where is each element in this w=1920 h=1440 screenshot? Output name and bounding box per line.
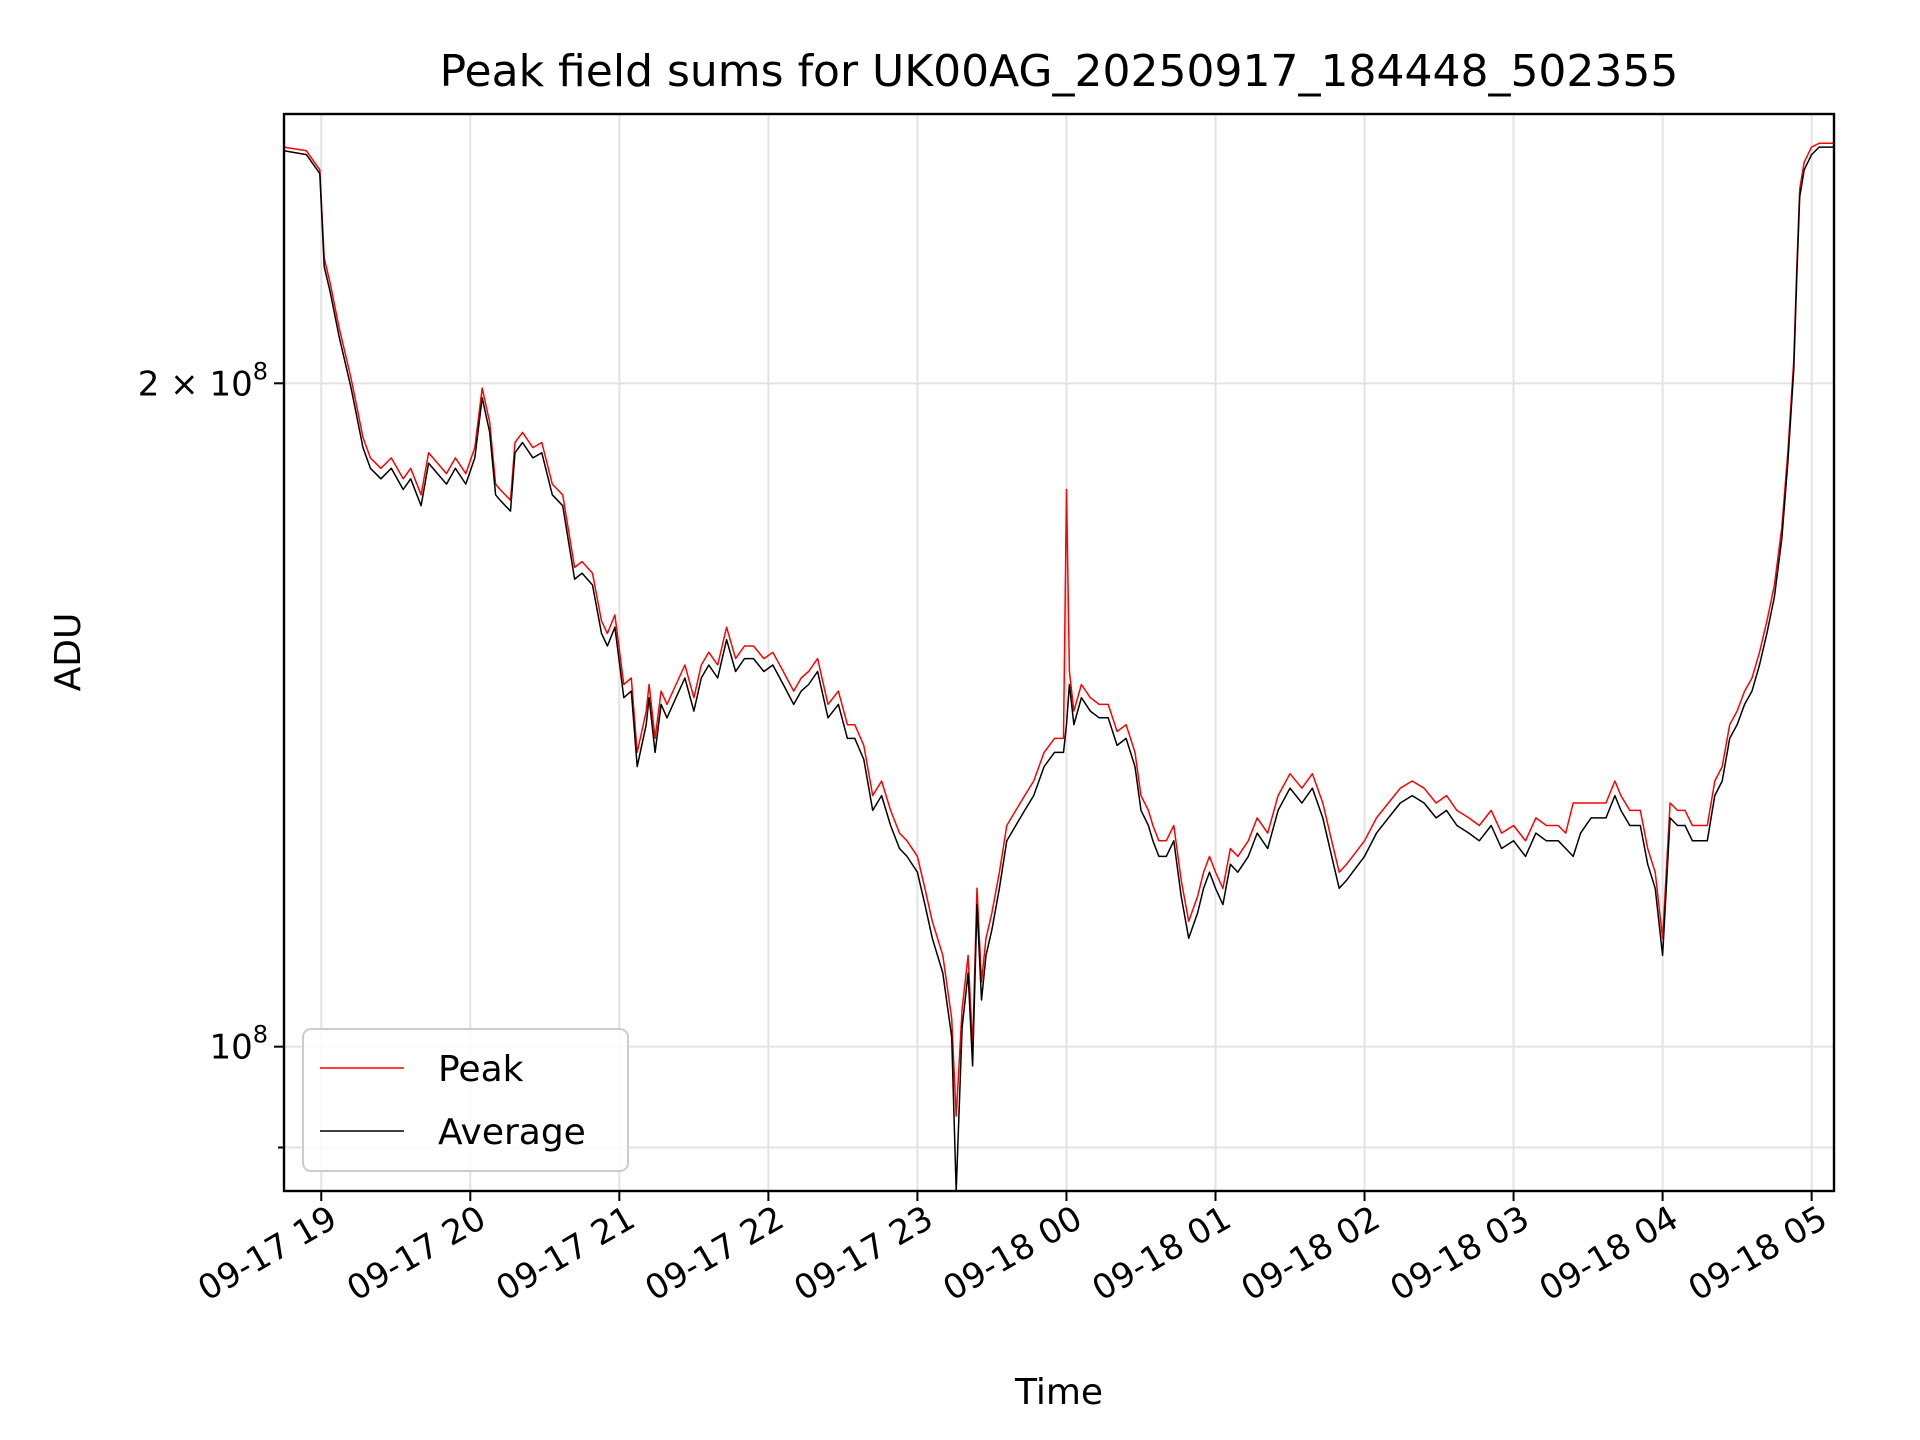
legend-label-peak: Peak <box>438 1049 524 1090</box>
x-tick-label: 09-18 05 <box>1682 1198 1834 1309</box>
x-tick-label: 09-17 20 <box>340 1198 492 1309</box>
x-tick-label: 09-18 00 <box>937 1198 1089 1309</box>
x-tick-label: 09-17 21 <box>489 1198 641 1309</box>
x-tick-label: 09-18 01 <box>1086 1198 1238 1309</box>
plot-frame <box>282 112 1836 1193</box>
legend: Peak Average <box>302 1028 629 1172</box>
x-axis-label: Time <box>1014 1372 1103 1413</box>
y-tick-label: 108 <box>209 1021 268 1068</box>
y-tick-label: 2 × 108 <box>138 357 268 404</box>
x-tick-label: 09-18 02 <box>1235 1198 1387 1309</box>
x-tick-label: 09-18 03 <box>1384 1198 1536 1309</box>
legend-label-average: Average <box>438 1112 586 1153</box>
x-tick-label: 09-17 23 <box>788 1198 940 1309</box>
x-tick-label: 09-17 19 <box>191 1198 343 1309</box>
x-tick-label: 09-18 04 <box>1533 1198 1685 1309</box>
series-line-peak <box>283 142 1834 1117</box>
y-axis-label: ADU <box>48 613 89 692</box>
chart-title: Peak field sums for UK00AG_20250917_1844… <box>440 46 1679 97</box>
legend-box <box>302 1028 629 1172</box>
x-tick-label: 09-17 22 <box>638 1198 790 1309</box>
series-line-average <box>283 146 1834 1192</box>
series-layer <box>283 142 1834 1192</box>
